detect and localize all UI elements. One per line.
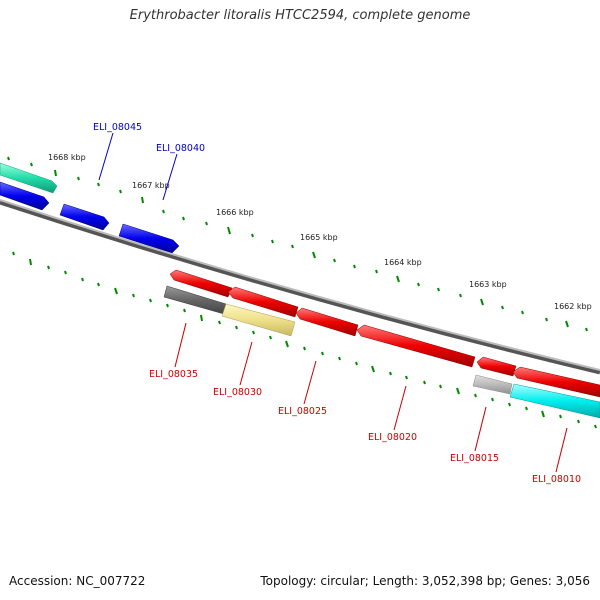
lightgrey-feature[interactable] [472,374,513,395]
map-title: Erythrobacter litoralis HTCC2594, comple… [129,8,471,23]
gene-eli-08035[interactable] [169,269,233,298]
gene-eli-08020[interactable] [356,324,476,368]
label-eli-08020: ELI_08020 [368,432,417,443]
reverse-gene-labels: ELI_08035 ELI_08030 ELI_08025 ELI_08020 … [149,322,581,485]
label-eli-08030: ELI_08030 [213,387,262,398]
gene-eli-08010[interactable] [512,366,600,398]
gene-eli-08015[interactable] [476,356,517,377]
label-eli-08025: ELI_08025 [278,406,327,417]
tick-label-1666: 1666 kbp [216,208,254,217]
label-eli-08045: ELI_08045 [93,122,142,133]
accession-text: Accession: NC_007722 [9,574,146,588]
genome-stats-text: Topology: circular; Length: 3,052,398 bp… [260,574,590,588]
upper-tick-row [7,156,588,332]
genome-backbone [0,199,600,375]
tick-label-1663: 1663 kbp [469,280,507,289]
label-eli-08010: ELI_08010 [532,474,581,485]
kbp-labels: 1668 kbp 1667 kbp 1666 kbp 1665 kbp 1664… [48,153,592,311]
tick-label-1667: 1667 kbp [132,181,170,190]
tick-label-1662: 1662 kbp [554,302,592,311]
tick-label-1665: 1665 kbp [300,233,338,242]
label-eli-08035: ELI_08035 [149,369,198,380]
gene-eli-08045[interactable] [0,181,50,211]
tick-label-1664: 1664 kbp [384,258,422,267]
label-eli-08015: ELI_08015 [450,453,499,464]
lower-tick-row [12,251,597,429]
cyan-feature[interactable] [509,383,600,419]
teal-gene-arrow[interactable] [0,162,58,194]
forward-gene-labels: ELI_08045 ELI_08040 [93,122,205,201]
khaki-feature[interactable] [221,303,296,337]
gene-eli-08040[interactable] [59,203,110,231]
label-eli-08040: ELI_08040 [156,143,205,154]
gene-eli-08030[interactable] [227,286,299,318]
tick-label-1668: 1668 kbp [48,153,86,162]
gene-eli-08040b[interactable] [118,223,180,254]
genome-backbone-highlight [0,199,600,371]
gene-eli-08025[interactable] [295,307,359,337]
